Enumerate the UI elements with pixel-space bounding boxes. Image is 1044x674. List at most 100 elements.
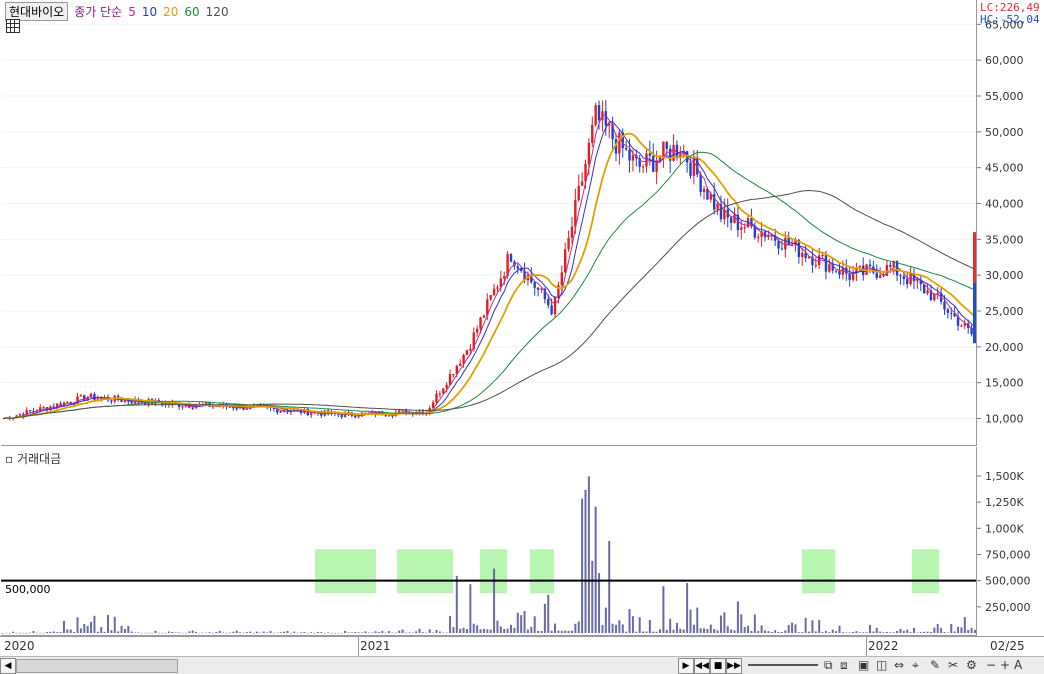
candle-body	[675, 144, 679, 157]
candle-body	[401, 410, 404, 412]
volume-bar	[188, 631, 191, 633]
scroll-track[interactable]	[16, 659, 178, 673]
candle-body	[543, 288, 547, 300]
volume-pane[interactable]: ▫ 거래대금 500,000	[1, 447, 977, 636]
candle-body	[123, 399, 127, 402]
candle-body	[164, 402, 167, 406]
volume-bar	[645, 631, 648, 633]
draw-icon[interactable]: ✎	[930, 658, 941, 672]
volume-bar	[784, 630, 787, 633]
candle-body	[69, 402, 72, 404]
candle-body	[811, 256, 814, 266]
candle-body	[773, 235, 777, 241]
settings-icon[interactable]: ⚙	[966, 658, 977, 672]
volume-bar	[936, 623, 939, 633]
volume-bar	[963, 617, 966, 633]
volume-bar	[943, 632, 946, 633]
volume-bar	[831, 629, 834, 633]
candle-body	[459, 363, 462, 366]
volume-bar	[764, 630, 766, 633]
candle-body	[540, 288, 543, 290]
volume-bar	[66, 629, 69, 633]
volume-bar	[801, 632, 804, 633]
candle-body	[205, 402, 208, 405]
volume-bar	[821, 632, 824, 633]
volume-bar	[818, 620, 821, 633]
volume-bar	[540, 630, 543, 633]
candle-body	[682, 151, 685, 155]
candle-body	[848, 273, 851, 280]
volume-bar	[93, 615, 96, 633]
volume-bar	[42, 632, 45, 634]
volume-bar	[601, 624, 604, 633]
candle-body	[868, 264, 872, 267]
price-tick-label: 30,000	[985, 269, 1024, 282]
volume-bar	[418, 628, 421, 633]
zoom-in-icon[interactable]: +	[1000, 658, 1011, 672]
volume-highlight-box	[397, 549, 453, 594]
price-pane[interactable]: 현대바이오 종가 단순 5 10 20 60 120	[1, 0, 977, 446]
volume-bar	[865, 632, 868, 633]
volume-bar	[679, 628, 682, 633]
volume-bar	[283, 631, 286, 633]
volume-bar	[777, 631, 780, 633]
volume-bar	[665, 629, 668, 633]
zoom-out-icon[interactable]: −	[986, 658, 997, 672]
volume-bar	[703, 628, 706, 633]
volume-bar	[360, 632, 363, 634]
volume-bar	[916, 632, 919, 634]
candle-body	[15, 415, 18, 418]
zoom-slider[interactable]	[748, 664, 818, 666]
tools-icon[interactable]: ✂	[948, 658, 959, 672]
measure-icon[interactable]: ⌖	[912, 658, 919, 672]
volume-bar	[320, 632, 323, 633]
volume-bar	[537, 630, 540, 633]
volume-bar	[408, 632, 411, 634]
candle-body	[536, 287, 540, 290]
volume-bar	[808, 631, 811, 633]
scroll-left-icon[interactable]: ◀	[0, 658, 16, 674]
volume-bar	[625, 631, 628, 633]
overlay-icon[interactable]: ▣	[858, 658, 870, 672]
grid-toggle-icon[interactable]	[6, 19, 20, 33]
volume-bar	[970, 627, 973, 633]
candle-body	[570, 226, 574, 238]
stop-icon[interactable]: ■	[710, 658, 726, 674]
play-icon[interactable]: ▶	[678, 658, 694, 674]
candle-body	[96, 398, 100, 400]
volume-bar	[523, 610, 526, 633]
candle-body	[245, 408, 249, 410]
volume-bar	[787, 624, 790, 633]
chart-scrollbar[interactable]: ◀ ▶ ◀◀ ■ ▶▶ ⧉ ⧈ ▣ ◫ ⇔ ⌖ ✎ ✂ ⚙ − + A	[0, 656, 1044, 674]
stock-name[interactable]: 현대바이오	[5, 2, 69, 21]
fast-forward-icon[interactable]: ▶▶	[726, 658, 742, 674]
volume-bar	[205, 632, 208, 634]
volume-bar	[608, 540, 611, 633]
candle-body	[354, 415, 357, 418]
candle-body	[679, 154, 682, 157]
compare-icon[interactable]: ⧉	[824, 658, 833, 672]
candle-body	[59, 403, 62, 407]
time-label-current: 02/25	[990, 639, 1025, 653]
candle-body	[448, 374, 452, 385]
shift-icon[interactable]: ⇔	[894, 658, 905, 672]
volume-bar	[923, 631, 926, 633]
volume-bar	[25, 632, 28, 634]
candle-body	[655, 161, 658, 172]
volume-bar	[120, 625, 123, 633]
candle-body	[442, 388, 445, 394]
candle-body	[631, 155, 635, 161]
view-icon[interactable]: ◫	[876, 658, 888, 672]
chart-legend: 현대바이오 종가 단순 5 10 20 60 120	[5, 2, 229, 21]
time-divider-2022	[866, 637, 867, 656]
volume-bar	[256, 631, 258, 633]
volume-bar	[489, 629, 492, 633]
volume-bar	[462, 627, 465, 633]
volume-axis: 250,000 500,000 750,000 1,000K 1,250K 1,500K	[977, 447, 1044, 635]
font-size-icon[interactable]: A	[1014, 658, 1023, 672]
rewind-icon[interactable]: ◀◀	[694, 658, 710, 674]
copy-icon[interactable]: ⧈	[840, 658, 848, 672]
candle-body	[733, 214, 736, 223]
volume-bar	[381, 631, 384, 633]
candle-body	[970, 327, 973, 335]
